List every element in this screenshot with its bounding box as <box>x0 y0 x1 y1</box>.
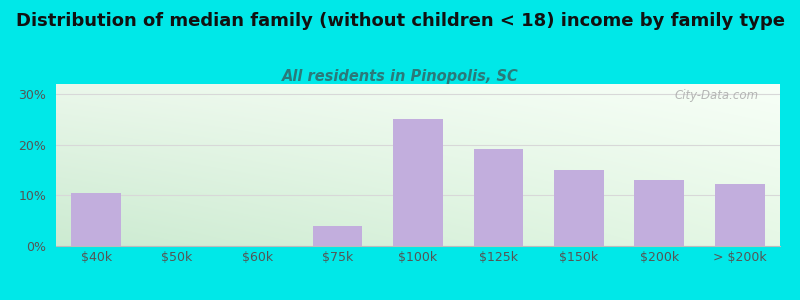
Text: Distribution of median family (without children < 18) income by family type: Distribution of median family (without c… <box>15 12 785 30</box>
Bar <box>313 226 362 246</box>
Bar <box>634 180 684 246</box>
Text: All residents in Pinopolis, SC: All residents in Pinopolis, SC <box>282 69 518 84</box>
Bar <box>393 119 443 246</box>
Bar <box>554 170 604 246</box>
Text: City-Data.com: City-Data.com <box>674 89 758 102</box>
Bar <box>71 193 121 246</box>
Bar <box>715 184 765 246</box>
Bar <box>474 149 523 246</box>
